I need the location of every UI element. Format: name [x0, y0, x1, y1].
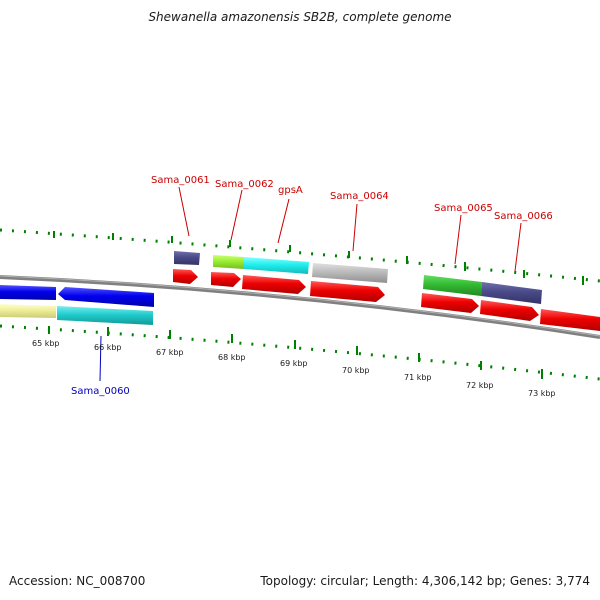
- scale-label: 70 kbp: [342, 366, 370, 375]
- feature-sama-0065-top[interactable]: [423, 275, 482, 296]
- gene-label-sama-0066[interactable]: Sama_0066: [494, 211, 553, 222]
- gene-label-sama-0064[interactable]: Sama_0064: [330, 191, 389, 202]
- feature-sama-0061-top[interactable]: [174, 251, 200, 265]
- cds-gpsa[interactable]: [242, 275, 306, 294]
- feature-gpsa-top[interactable]: [244, 257, 309, 274]
- gene-label-sama-0065[interactable]: Sama_0065: [434, 203, 493, 214]
- scale-label: 66 kbp: [94, 343, 122, 352]
- gene-label-sama-0061[interactable]: Sama_0061: [151, 175, 210, 186]
- gene-label-gpsa[interactable]: gpsA: [278, 185, 303, 196]
- map-title: Shewanella amazonensis SB2B, complete ge…: [148, 10, 452, 24]
- label-leader-lines: [99, 186, 522, 382]
- scale-label: 73 kbp: [528, 389, 556, 398]
- genome-backbone: [0, 275, 600, 339]
- leader-sama-0065: [454, 214, 462, 265]
- cds-sama-0065[interactable]: [421, 293, 479, 313]
- teal-feature-sama-0060[interactable]: [57, 306, 153, 325]
- cds-sama-0062[interactable]: [211, 272, 241, 287]
- leader-sama-0064: [352, 203, 358, 252]
- leader-sama-0062: [230, 189, 243, 241]
- khaki-feature[interactable]: [0, 304, 56, 318]
- gene-label-sama-0060[interactable]: Sama_0060: [71, 386, 130, 397]
- scale-label: 65 kbp: [32, 339, 60, 348]
- leader-sama-0060: [99, 335, 102, 382]
- gene-label-sama-0062[interactable]: Sama_0062: [215, 179, 274, 190]
- outer-tick-band: [0, 228, 600, 285]
- scale-label: 67 kbp: [156, 348, 184, 357]
- leader-sama-0061: [178, 186, 190, 237]
- cds-sama-0066[interactable]: [480, 300, 539, 321]
- scale-label: 71 kbp: [404, 373, 432, 382]
- scale-label: 69 kbp: [280, 359, 308, 368]
- forward-strand-features: [173, 251, 600, 331]
- cds-next[interactable]: [540, 309, 600, 331]
- accession-text: Accession: NC_008700: [9, 574, 146, 588]
- feature-sama-0064-top[interactable]: [312, 263, 388, 283]
- outer-major-tick: [53, 231, 584, 285]
- blue-feature[interactable]: [0, 285, 56, 300]
- reverse-strand-features: [0, 285, 154, 325]
- scale-label: 68 kbp: [218, 353, 246, 362]
- feature-sama-0066-top[interactable]: [481, 282, 542, 304]
- inner-major-tick: [48, 326, 543, 379]
- cds-sama-0061[interactable]: [173, 269, 198, 284]
- leader-sama-0066: [514, 222, 522, 272]
- scale-label: 72 kbp: [466, 381, 494, 390]
- feature-sama-0062-top[interactable]: [213, 255, 244, 269]
- blue-feature-sama-0060[interactable]: [58, 287, 154, 307]
- topology-text: Topology: circular; Length: 4,306,142 bp…: [260, 574, 590, 588]
- cds-sama-0064[interactable]: [310, 281, 385, 302]
- leader-gpsa: [277, 198, 290, 244]
- inner-tick-band: [0, 324, 600, 381]
